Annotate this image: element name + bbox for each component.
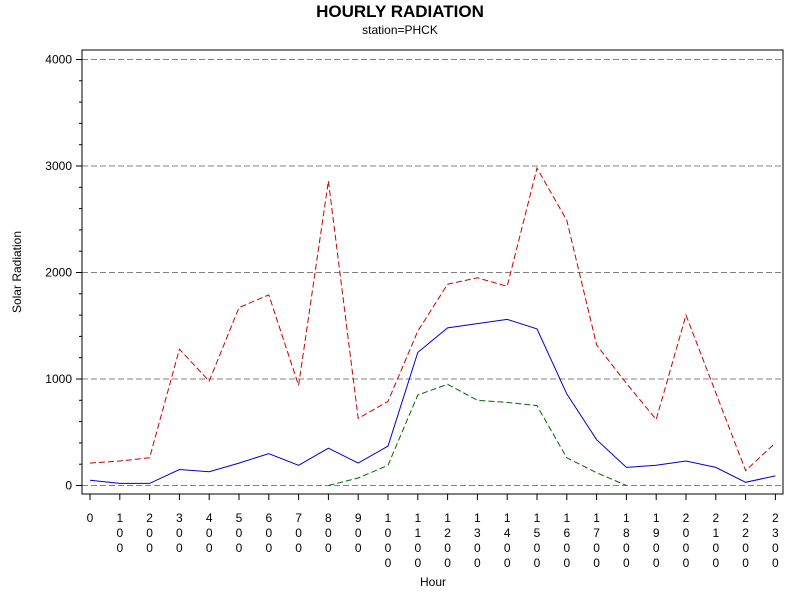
chart-subtitle: station=PHCK <box>362 23 438 37</box>
chart-title: HOURLY RADIATION <box>316 2 484 21</box>
y-axis: 0 1000 2000 3000 4000 <box>45 53 82 493</box>
series-group <box>89 166 776 486</box>
y-axis-label: Solar Radiation <box>10 231 24 313</box>
y-tick-label: 4000 <box>45 53 72 67</box>
x-axis: 0 1 0 0 2 0 0 3 0 0 4 0 0 5 0 0 6 0 0 7 0 0 8 0 0 9 0 0 1 0 0 0 1 1 0 0 1 2 0 0… <box>87 494 779 570</box>
y-tick-label: 0 <box>65 479 72 493</box>
y-tick-label: 3000 <box>45 159 72 173</box>
y-tick-label: 2000 <box>45 266 72 280</box>
x-axis-label: Hour <box>420 575 446 589</box>
grid-lines <box>82 59 783 486</box>
series-line-1 <box>89 166 776 472</box>
y-tick-label: 1000 <box>45 372 72 386</box>
series-line-2 <box>89 318 776 484</box>
x-tick-label: 0 <box>87 511 94 525</box>
series-line-3 <box>328 383 627 486</box>
